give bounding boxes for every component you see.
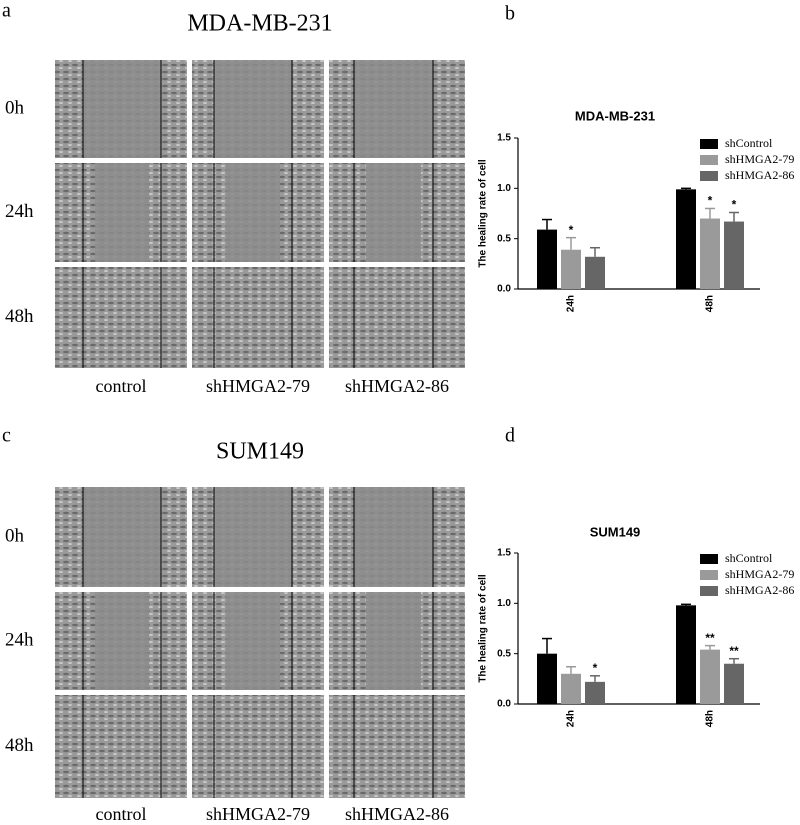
y-tick-label: 1.0 bbox=[497, 598, 511, 609]
legend-label: shControl bbox=[725, 136, 773, 150]
micrograph bbox=[55, 267, 187, 368]
legend-swatch bbox=[700, 171, 718, 181]
panel-title: MDA-MB-231 bbox=[187, 11, 332, 37]
bar bbox=[700, 218, 720, 289]
wound-area bbox=[354, 487, 433, 587]
wound-area bbox=[83, 60, 161, 158]
y-tick-label: 1.5 bbox=[497, 548, 511, 559]
chart-title: MDA-MB-231 bbox=[575, 108, 655, 123]
y-axis-label: The healing rate of cell bbox=[478, 574, 489, 683]
row-label: 0h bbox=[5, 525, 25, 546]
bar bbox=[585, 256, 605, 289]
bar bbox=[700, 649, 720, 704]
x-tick-label: 24h bbox=[566, 710, 577, 727]
bar bbox=[561, 249, 581, 289]
legend-swatch bbox=[700, 554, 718, 564]
wound-area bbox=[95, 592, 149, 690]
wound-area bbox=[226, 592, 280, 690]
legend-swatch bbox=[700, 570, 718, 580]
significance-label: * bbox=[708, 194, 713, 208]
panel-label: c bbox=[2, 425, 11, 447]
x-tick-label: 48h bbox=[705, 710, 716, 727]
wound-area bbox=[354, 60, 433, 158]
wound-area bbox=[214, 487, 292, 587]
micrograph bbox=[55, 695, 187, 798]
bar bbox=[676, 189, 696, 289]
legend-label: shHMGA2-79 bbox=[725, 567, 794, 581]
column-label: shHMGA2-79 bbox=[206, 804, 310, 824]
panel-title: SUM149 bbox=[216, 439, 304, 465]
y-tick-label: 1.5 bbox=[497, 133, 511, 144]
micrograph bbox=[329, 267, 465, 368]
bar bbox=[537, 229, 557, 289]
legend-label: shHMGA2-79 bbox=[725, 152, 794, 166]
column-label: shHMGA2-86 bbox=[345, 804, 449, 824]
legend-swatch bbox=[700, 586, 718, 596]
significance-label: * bbox=[732, 198, 737, 212]
significance-label: ** bbox=[705, 631, 715, 645]
micrograph bbox=[329, 695, 465, 798]
legend-label: shControl bbox=[725, 551, 773, 565]
y-tick-label: 0.5 bbox=[497, 648, 511, 659]
y-axis-label: The healing rate of cell bbox=[478, 159, 489, 268]
row-label: 48h bbox=[5, 735, 34, 756]
significance-label: * bbox=[593, 661, 598, 675]
y-tick-label: 1.0 bbox=[497, 183, 511, 194]
significance-label: ** bbox=[729, 644, 739, 658]
wound-area bbox=[83, 487, 161, 587]
column-label: shHMGA2-79 bbox=[206, 376, 310, 396]
row-label: 0h bbox=[5, 97, 25, 118]
wound-area bbox=[226, 163, 280, 262]
row-label: 24h bbox=[5, 201, 34, 222]
significance-label: * bbox=[569, 223, 574, 237]
wound-area bbox=[366, 592, 421, 690]
column-label: control bbox=[96, 804, 147, 824]
legend-label: shHMGA2-86 bbox=[725, 168, 794, 182]
legend-swatch bbox=[700, 155, 718, 165]
bar bbox=[561, 673, 581, 704]
y-tick-label: 0.0 bbox=[497, 284, 511, 295]
row-label: 24h bbox=[5, 629, 34, 650]
y-tick-label: 0.0 bbox=[497, 699, 511, 710]
bar bbox=[676, 605, 696, 704]
micrograph bbox=[192, 695, 324, 798]
legend-label: shHMGA2-86 bbox=[725, 583, 794, 597]
panel-label: a bbox=[2, 0, 11, 22]
bar bbox=[724, 221, 744, 289]
bar bbox=[585, 681, 605, 704]
legend-swatch bbox=[700, 139, 718, 149]
column-label: shHMGA2-86 bbox=[345, 376, 449, 396]
y-tick-label: 0.5 bbox=[497, 233, 511, 244]
bar bbox=[724, 663, 744, 704]
x-tick-label: 48h bbox=[705, 295, 716, 312]
x-tick-label: 24h bbox=[566, 295, 577, 312]
panel-label: d bbox=[505, 425, 515, 447]
bar bbox=[537, 653, 557, 704]
panel-label: b bbox=[505, 3, 515, 25]
micrograph bbox=[192, 267, 324, 368]
column-label: control bbox=[96, 376, 147, 396]
wound-area bbox=[95, 163, 149, 262]
wound-area bbox=[214, 60, 292, 158]
row-label: 48h bbox=[5, 306, 34, 327]
wound-area bbox=[366, 163, 421, 262]
chart-title: SUM149 bbox=[590, 524, 641, 539]
